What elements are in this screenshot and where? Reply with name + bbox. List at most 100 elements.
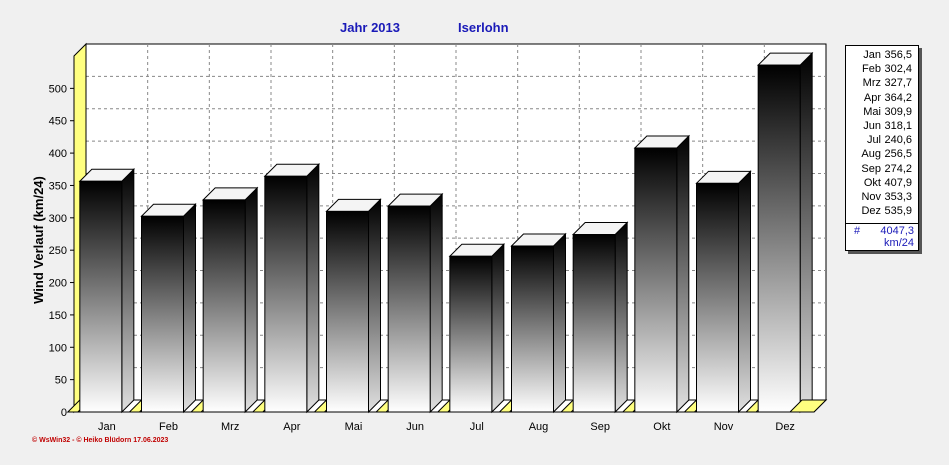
legend-total-value: 4047,3: [880, 225, 914, 237]
bar-side: [306, 163, 320, 414]
legend-total-marker: #: [854, 225, 861, 237]
legend-unit: km/24: [884, 237, 914, 249]
legend-entry: Aug 256,5: [846, 147, 914, 161]
bar-front: [511, 245, 554, 413]
legend-value: 407,9: [884, 176, 912, 189]
x-tick-label: Okt: [653, 421, 670, 433]
legend-entry: Dez 535,9: [846, 204, 914, 218]
y-axis-label: Wind Verlauf (km/24): [31, 176, 46, 304]
bar-jul: [436, 243, 506, 414]
bar-apr: [251, 163, 321, 414]
y-tick-label: 50: [55, 375, 67, 387]
bar-front: [387, 205, 431, 413]
y-tick-label: 150: [49, 310, 67, 322]
x-tick-label: Mai: [345, 421, 363, 433]
legend-entry: Apr 364,2: [846, 91, 914, 105]
legend-month: Jun: [863, 120, 881, 132]
legend-value: 535,9: [884, 205, 912, 218]
legend-value: 274,2: [884, 162, 912, 175]
legend-value: 318,1: [884, 120, 912, 132]
legend-entry: Feb 302,4: [846, 62, 914, 76]
bar-side: [738, 170, 751, 414]
x-tick-label: Feb: [159, 421, 178, 433]
legend-value: 327,7: [884, 77, 912, 90]
legend-month: Jan: [863, 49, 881, 61]
bar-side: [676, 134, 690, 414]
bar-side: [429, 192, 443, 414]
x-tick-label: Dez: [775, 421, 795, 433]
legend-divider: [846, 223, 918, 224]
x-tick-label: Aug: [529, 421, 549, 433]
bar-sep: [559, 221, 629, 414]
bar-feb: [128, 203, 197, 414]
y-tick-label: 300: [49, 213, 67, 225]
legend-value: 364,2: [884, 91, 912, 104]
x-tick-label: Nov: [714, 421, 734, 433]
bar-front: [264, 175, 308, 413]
legend-value: 356,5: [884, 49, 912, 61]
bar-okt: [621, 134, 691, 414]
legend-value: 353,3: [884, 191, 912, 203]
bar-front: [572, 234, 616, 413]
bar-side: [183, 203, 196, 414]
legend-value: 309,9: [884, 105, 912, 118]
bar-side: [121, 168, 135, 414]
x-tick-label: Jul: [470, 421, 484, 433]
y-tick-label: 100: [49, 342, 67, 354]
bar-side: [491, 243, 505, 414]
x-tick-label: Sep: [590, 421, 610, 433]
chart-title-year: Jahr 2013: [340, 20, 400, 35]
legend-entry: Jun 318,1: [846, 119, 914, 133]
legend-entry: Mai 309,9: [846, 105, 914, 119]
legend-month: Okt: [863, 176, 881, 189]
legend-month: Mrz: [862, 77, 881, 90]
x-tick-label: Apr: [283, 421, 300, 433]
bar-front: [326, 210, 369, 413]
chart-title-place: Iserlohn: [458, 20, 509, 35]
legend-month: Dez: [861, 205, 881, 218]
legend-entry: Jan 356,5: [846, 48, 914, 62]
bar-front: [634, 147, 678, 413]
legend-month: Mai: [863, 105, 881, 118]
y-tick-label: 200: [49, 278, 67, 290]
bar-mrz: [189, 186, 259, 414]
y-tick-label: 500: [49, 83, 67, 95]
floor-tile: [788, 399, 828, 413]
bar-front: [79, 180, 123, 413]
bar-aug: [498, 232, 567, 414]
bar-mai: [313, 198, 382, 414]
bar-front: [449, 255, 493, 413]
bar-dez: [744, 51, 814, 414]
legend-month: Nov: [861, 191, 881, 203]
y-tick-label: 450: [49, 116, 67, 128]
x-tick-label: Jan: [98, 421, 116, 433]
bar-jan: [66, 168, 136, 414]
legend-entry: Sep 274,2: [846, 162, 914, 176]
bar-front: [202, 199, 246, 413]
y-tick-label: 250: [49, 245, 67, 257]
legend-month: Jul: [866, 134, 881, 147]
y-tick-label: 400: [49, 148, 67, 160]
wind-chart: 0 50 100 150 200 250 300 350 400 450 500 Jan Feb Mrz…: [31, 42, 828, 433]
legend-value: 240,6: [884, 134, 912, 147]
bar-side: [244, 186, 258, 414]
legend-month: Sep: [861, 162, 881, 175]
legend-month: Feb: [862, 63, 881, 76]
footer-credit: © WsWin32 - © Heiko Blüdorn 17.06.2023: [32, 437, 169, 444]
legend-value: 302,4: [884, 63, 912, 76]
legend-month: Aug: [861, 148, 881, 161]
legend-entry: Okt 407,9: [846, 176, 914, 190]
bar-side: [553, 232, 566, 414]
bar-side: [368, 198, 381, 414]
x-tick-label: Mrz: [221, 421, 239, 433]
bar-front: [696, 182, 739, 413]
legend-entry: Mrz 327,7: [846, 76, 914, 90]
legend-month: Apr: [863, 91, 881, 104]
bar-side: [799, 51, 813, 414]
bar-jun: [374, 192, 444, 414]
legend-entry: Jul 240,6: [846, 133, 914, 147]
bar-front: [757, 64, 801, 413]
bar-front: [141, 215, 184, 413]
bar-nov: [683, 170, 752, 414]
legend-entry: Nov 353,3: [846, 190, 914, 204]
